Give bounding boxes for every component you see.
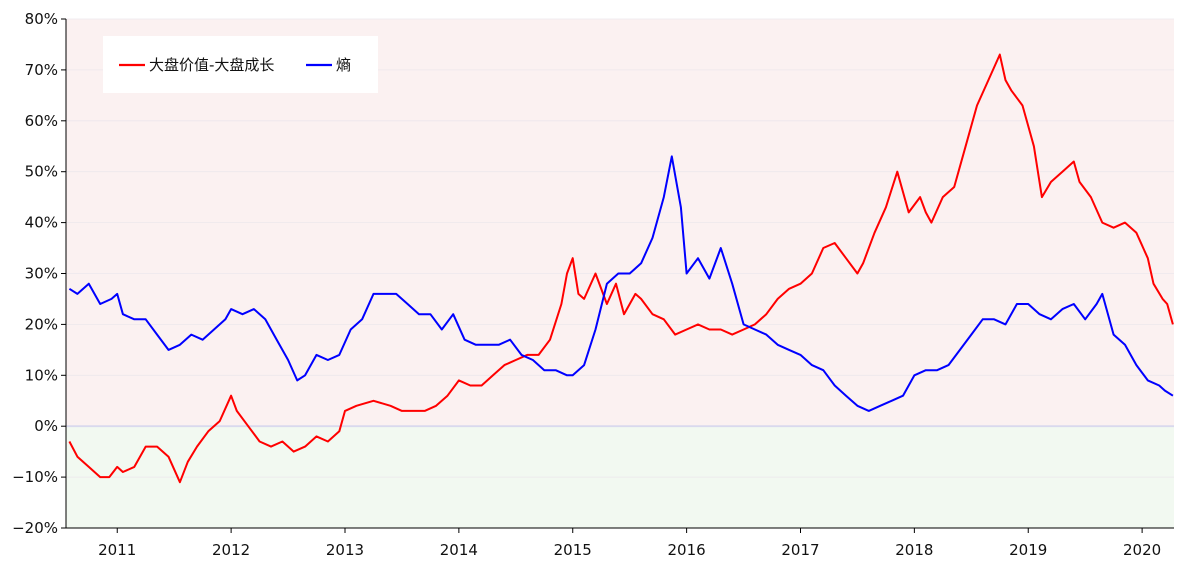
x-tick-label: 2017 xyxy=(781,541,819,559)
x-tick-label: 2011 xyxy=(98,541,136,559)
y-tick-label: −10% xyxy=(12,468,58,486)
axes: −20% −10% 0% 10% 20% 30% 40% 50% 60% 70% 80% 2011 20… xyxy=(12,10,1174,559)
grid-lines xyxy=(66,18,1174,529)
x-tick-label: 2020 xyxy=(1123,541,1161,559)
x-tick-label: 2019 xyxy=(1009,541,1047,559)
series-lines xyxy=(68,53,1174,484)
y-tick-label: 70% xyxy=(25,61,58,79)
legend-label-1: 熵 xyxy=(336,56,351,74)
x-tick-label: 2013 xyxy=(326,541,364,559)
x-tick-label: 2014 xyxy=(440,541,478,559)
y-tick-label: 0% xyxy=(34,417,58,435)
y-tick-label: 40% xyxy=(25,214,58,232)
series-line-0 xyxy=(68,53,1174,484)
y-tick-label: 10% xyxy=(25,366,58,384)
y-tick-label: 80% xyxy=(25,10,58,28)
legend-box xyxy=(103,36,378,93)
series-line-1 xyxy=(68,155,1174,412)
x-tick-label: 2012 xyxy=(212,541,250,559)
y-tick-label: 60% xyxy=(25,112,58,130)
y-tick-label: 30% xyxy=(25,265,58,283)
x-tick-label: 2015 xyxy=(554,541,592,559)
y-tick-label: 20% xyxy=(25,315,58,333)
x-tick-label: 2018 xyxy=(895,541,933,559)
x-tick-label: 2016 xyxy=(668,541,706,559)
legend-label-0: 大盘价值-大盘成长 xyxy=(149,56,274,74)
y-tick-label: −20% xyxy=(12,519,58,537)
legend: 大盘价值-大盘成长 熵 xyxy=(103,36,378,93)
y-tick-label: 50% xyxy=(25,163,58,181)
